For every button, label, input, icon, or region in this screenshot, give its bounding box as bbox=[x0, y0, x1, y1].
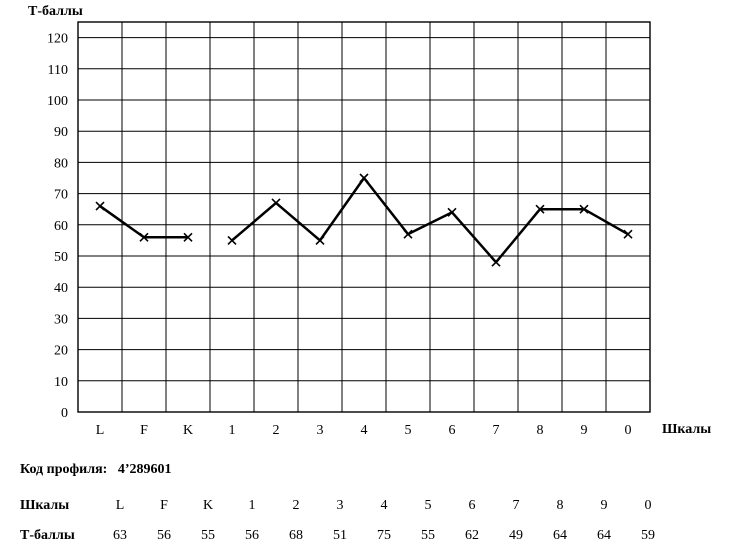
x-tick-label: 5 bbox=[405, 423, 412, 438]
x-tick-label: 0 bbox=[625, 423, 632, 438]
table-cell: 75 bbox=[362, 528, 406, 544]
table-cell: 0 bbox=[626, 498, 670, 514]
y-tick-label: 10 bbox=[54, 375, 68, 390]
y-tick-label: 110 bbox=[48, 63, 68, 78]
y-tick-label: 20 bbox=[54, 344, 68, 359]
x-tick-label: 4 bbox=[361, 423, 368, 438]
x-tick-label: F bbox=[140, 423, 148, 438]
table-cell: 9 bbox=[582, 498, 626, 514]
table-cell: 6 bbox=[450, 498, 494, 514]
y-tick-label: 80 bbox=[54, 156, 68, 171]
page: Т-баллы 0102030405060708090100110120LFK1… bbox=[0, 0, 732, 559]
x-tick-label: 8 bbox=[537, 423, 544, 438]
table-cell: F bbox=[142, 498, 186, 514]
table-row: Т-баллы63565556685175556249646459 bbox=[20, 528, 670, 544]
table-cell: 68 bbox=[274, 528, 318, 544]
y-tick-label: 60 bbox=[54, 219, 68, 234]
table-cell: 56 bbox=[230, 528, 274, 544]
x-tick-label: L bbox=[96, 423, 105, 438]
table-cell: 55 bbox=[186, 528, 230, 544]
table-cell: 62 bbox=[450, 528, 494, 544]
x-tick-label: 3 bbox=[317, 423, 324, 438]
y-tick-label: 70 bbox=[54, 188, 68, 203]
x-axis-title: Шкалы bbox=[662, 422, 711, 438]
x-tick-label: 6 bbox=[449, 423, 456, 438]
table-cell: 1 bbox=[230, 498, 274, 514]
table-cell: 55 bbox=[406, 528, 450, 544]
table-cell: 49 bbox=[494, 528, 538, 544]
y-tick-label: 100 bbox=[47, 94, 68, 109]
table-cell: K bbox=[186, 498, 230, 514]
scores-table: ШкалыLFK1234567890Т-баллы635655566851755… bbox=[20, 498, 670, 544]
table-row: ШкалыLFK1234567890 bbox=[20, 498, 670, 514]
table-cell: 4 bbox=[362, 498, 406, 514]
table-cell: 2 bbox=[274, 498, 318, 514]
table-cell: 64 bbox=[538, 528, 582, 544]
y-tick-label: 50 bbox=[54, 250, 68, 265]
table-row-header: Т-баллы bbox=[20, 528, 98, 544]
profile-line-chart: 0102030405060708090100110120LFK123456789… bbox=[0, 0, 732, 440]
x-tick-label: 7 bbox=[493, 423, 500, 438]
table-cell: L bbox=[98, 498, 142, 514]
x-tick-label: K bbox=[183, 423, 193, 438]
x-tick-label: 9 bbox=[581, 423, 588, 438]
table-cell: 5 bbox=[406, 498, 450, 514]
y-tick-label: 120 bbox=[47, 32, 68, 47]
table-cell: 56 bbox=[142, 528, 186, 544]
y-tick-label: 0 bbox=[61, 406, 68, 421]
y-tick-label: 40 bbox=[54, 281, 68, 296]
profile-code-value: 4’289601 bbox=[118, 462, 172, 477]
y-tick-label: 30 bbox=[54, 312, 68, 327]
profile-code-label: Код профиля: bbox=[20, 462, 107, 477]
table-cell: 3 bbox=[318, 498, 362, 514]
table-cell: 59 bbox=[626, 528, 670, 544]
table-cell: 64 bbox=[582, 528, 626, 544]
table-cell: 51 bbox=[318, 528, 362, 544]
profile-code: Код профиля: 4’289601 bbox=[20, 462, 172, 478]
table-row-header: Шкалы bbox=[20, 498, 98, 514]
table-cell: 8 bbox=[538, 498, 582, 514]
table-cell: 7 bbox=[494, 498, 538, 514]
x-tick-label: 1 bbox=[229, 423, 236, 438]
y-tick-label: 90 bbox=[54, 125, 68, 140]
x-tick-label: 2 bbox=[273, 423, 280, 438]
table-cell: 63 bbox=[98, 528, 142, 544]
